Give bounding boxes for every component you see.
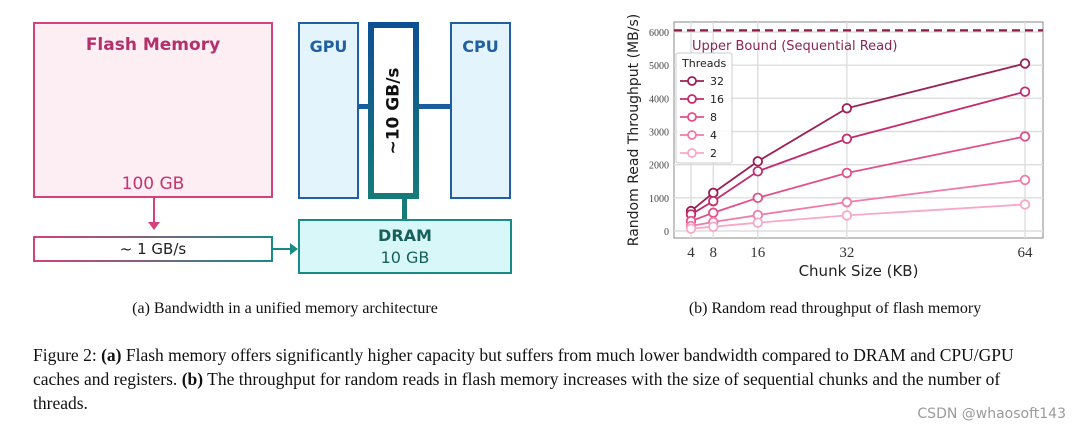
data-point (1019, 174, 1031, 186)
y-tick-label: 5000 (649, 61, 669, 72)
x-tick-label: 64 (1018, 245, 1034, 261)
gpu-box (298, 22, 359, 199)
figure-caption: Figure 2: (a) Flash memory offers signif… (33, 343, 1053, 415)
memory-bus-box (368, 22, 419, 199)
data-point (1019, 86, 1031, 97)
data-point (841, 196, 853, 208)
data-point (841, 103, 853, 114)
dram-title: DRAM (378, 226, 432, 245)
flash-memory-capacity: 100 GB (121, 174, 185, 194)
data-point (841, 210, 853, 221)
watermark: CSDN @whaosoft143 (917, 406, 1066, 422)
flash-down-arrow (153, 198, 155, 223)
gpu-bus-connector (359, 104, 368, 109)
subcaption-b: (b) Random read throughput of flash memo… (688, 300, 982, 317)
data-point (708, 187, 719, 199)
data-point (1019, 199, 1031, 210)
legend-marker (687, 76, 697, 86)
data-point (708, 207, 719, 218)
x-tick-label: 16 (750, 245, 766, 261)
y-tick-label: 6000 (649, 28, 669, 39)
data-point (708, 221, 719, 232)
x-tick-label: 4 (687, 245, 695, 261)
cpu-label: CPU (462, 37, 499, 56)
legend-label: 32 (710, 75, 724, 88)
data-point (841, 167, 853, 179)
legend-marker (687, 148, 697, 158)
caption-a-tag: (a) (101, 345, 122, 365)
caption-b-text: The throughput for random reads in flash… (33, 369, 1001, 413)
plot-area (673, 21, 1044, 239)
flash-memory-box (33, 22, 273, 198)
x-tick-label: 32 (839, 245, 854, 261)
subcaption-a: (a) Bandwidth in a unified memory archit… (132, 300, 438, 317)
caption-prefix: Figure 2: (33, 345, 102, 365)
caption-a-text: Flash memory offers significantly higher… (33, 345, 1014, 389)
legend-label: 4 (710, 129, 717, 142)
data-point (1019, 58, 1031, 69)
y-tick-label: 4000 (649, 94, 669, 105)
data-point (841, 133, 853, 144)
x-tick-label: 8 (710, 245, 718, 261)
data-point (752, 217, 764, 228)
legend-marker (687, 112, 697, 122)
arrow-down-icon (148, 222, 160, 230)
x-axis-label: Chunk Size (KB) (799, 262, 919, 280)
arrow-right-icon (290, 243, 298, 255)
cpu-box (450, 22, 511, 199)
data-point (685, 223, 697, 234)
flash-link-box: ~ 1 GB/s (33, 236, 273, 262)
legend-marker (687, 130, 697, 140)
y-tick-label: 0 (664, 227, 669, 238)
data-point (752, 166, 764, 177)
legend-label: 8 (710, 111, 717, 124)
legend-title: Threads (681, 57, 726, 70)
legend-label: 2 (710, 147, 717, 160)
data-point (752, 192, 764, 204)
cpu-bus-connector (419, 104, 450, 109)
data-point (1019, 131, 1031, 142)
bus-dram-connector (402, 199, 407, 220)
legend-marker (687, 94, 697, 104)
y-tick-label: 3000 (649, 128, 669, 139)
legend-label: 16 (710, 93, 724, 106)
data-point (752, 156, 764, 167)
dram-box (298, 219, 512, 274)
bus-bandwidth-text: ~10 GB/s (383, 66, 404, 155)
gpu-label: GPU (309, 37, 348, 56)
memory-bus-label: ~10 GB/s (368, 22, 419, 199)
upper-bound-label: Upper Bound (Sequential Read) (692, 39, 897, 54)
y-tick-label: 1000 (649, 194, 669, 205)
y-axis-label: Random Read Throughput (MB/s) (626, 14, 642, 246)
data-point (708, 195, 719, 207)
y-tick-label: 2000 (649, 161, 669, 172)
dram-capacity: 10 GB (380, 248, 430, 267)
caption-b-tag: (b) (181, 369, 204, 389)
link-dram-arrow (273, 248, 291, 250)
flash-memory-title: Flash Memory (85, 35, 221, 55)
